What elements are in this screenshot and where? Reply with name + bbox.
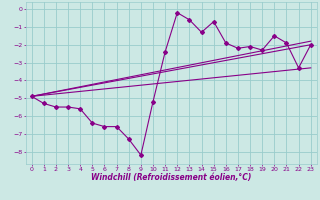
X-axis label: Windchill (Refroidissement éolien,°C): Windchill (Refroidissement éolien,°C) [91, 173, 252, 182]
